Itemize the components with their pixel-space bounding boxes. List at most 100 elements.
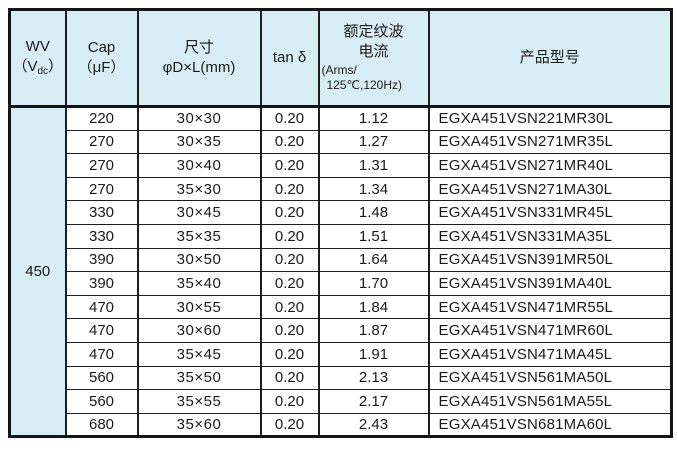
header-wv-paren-open: （V [12, 58, 38, 76]
cell-size: 35×60 [136, 412, 262, 438]
cell-model: EGXA451VSN681MA60L [427, 412, 673, 438]
cell-size: 30×40 [136, 153, 262, 178]
cell-model: EGXA451VSN471MA45L [427, 341, 673, 367]
cell-cap: 270 [64, 153, 139, 178]
cell-ripple: 1.27 [317, 129, 430, 155]
cell-size: 30×50 [136, 247, 262, 273]
cell-model: EGXA451VSN391MA40L [427, 271, 673, 296]
column-header-tand: tan δ [259, 9, 320, 108]
cell-cap: 270 [64, 176, 139, 202]
cell-cap: 270 [64, 129, 139, 155]
cell-ripple: 1.84 [317, 294, 430, 320]
table-row: 680 35×60 0.20 2.43 EGXA451VSN681MA60L [10, 412, 673, 438]
cell-tand: 0.20 [259, 247, 320, 273]
table-row: 560 35×50 0.20 2.13 EGXA451VSN561MA50L [10, 365, 673, 391]
cell-tand: 0.20 [259, 318, 320, 343]
table-row: 330 35×35 0.20 1.51 EGXA451VSN331MA35L [10, 223, 673, 249]
header-ripple-line2: 电流 [358, 43, 389, 61]
cell-size: 30×60 [136, 318, 262, 343]
table-row: 470 30×55 0.20 1.84 EGXA451VSN471MR55L [10, 294, 673, 320]
cell-model: EGXA451VSN331MA35L [427, 223, 673, 249]
cell-ripple: 1.64 [317, 247, 430, 273]
cell-wv-value: 450 [8, 105, 67, 438]
cell-tand: 0.20 [259, 153, 320, 178]
header-size-line2: φD×L(mm) [162, 59, 236, 76]
table-row: 270 35×30 0.20 1.34 EGXA451VSN271MA30L [10, 176, 673, 202]
cell-size: 30×35 [136, 129, 262, 155]
cell-ripple: 2.17 [317, 389, 430, 414]
column-header-cap: Cap （μF） [64, 9, 139, 108]
cell-cap: 470 [64, 294, 139, 320]
cell-size: 35×30 [136, 176, 262, 202]
cell-model: EGXA451VSN561MA55L [427, 389, 673, 414]
cell-ripple: 1.51 [317, 223, 430, 249]
cell-ripple: 1.87 [317, 318, 430, 343]
header-ripple-line1: 额定纹波 [343, 23, 404, 41]
cell-tand: 0.20 [259, 294, 320, 320]
cell-ripple: 2.13 [317, 365, 430, 391]
cell-model: EGXA451VSN471MR60L [427, 318, 673, 343]
cell-tand: 0.20 [259, 389, 320, 414]
cell-size: 35×45 [136, 341, 262, 367]
cell-model: EGXA451VSN471MR55L [427, 294, 673, 320]
cell-model: EGXA451VSN271MR40L [427, 153, 673, 178]
cell-model: EGXA451VSN221MR30L [427, 106, 673, 131]
cell-cap: 330 [64, 223, 139, 249]
column-header-size: 尺寸 φD×L(mm) [136, 9, 262, 108]
header-size-line1: 尺寸 [183, 38, 214, 56]
table-header: WV （Vdc） Cap （μF） 尺寸 φD×L(mm) tan δ 额定纹波… [8, 9, 673, 108]
cell-size: 30×45 [136, 200, 262, 225]
cell-model: EGXA451VSN271MR35L [427, 129, 673, 155]
header-ripple-line3: (Arms/ [321, 62, 357, 77]
table-row: 390 35×40 0.20 1.70 EGXA451VSN391MA40L [10, 271, 673, 296]
cell-size: 35×35 [136, 223, 262, 249]
table-row: 470 30×60 0.20 1.87 EGXA451VSN471MR60L [10, 318, 673, 343]
cell-cap: 390 [64, 271, 139, 296]
cell-ripple: 1.34 [317, 176, 430, 202]
cell-size: 35×55 [136, 389, 262, 414]
header-model-label: 产品型号 [519, 48, 580, 66]
header-cap-line2: （μF） [77, 59, 126, 76]
cell-ripple: 2.43 [317, 412, 430, 438]
header-wv-paren-close: ） [48, 58, 64, 76]
cell-tand: 0.20 [259, 176, 320, 202]
cell-tand: 0.20 [259, 106, 320, 131]
column-header-ripple: 额定纹波 电流 (Arms/ 125℃,120Hz) [317, 9, 430, 108]
header-tand-label: tan δ [272, 48, 307, 66]
cell-size: 35×40 [136, 271, 262, 296]
cell-model: EGXA451VSN561MA50L [427, 365, 673, 391]
capacitor-spec-table: WV （Vdc） Cap （μF） 尺寸 φD×L(mm) tan δ 额定纹波… [8, 8, 673, 439]
cell-tand: 0.20 [259, 365, 320, 391]
cell-ripple: 1.48 [317, 200, 430, 225]
cell-ripple: 1.12 [317, 106, 430, 131]
table-row: 450 220 30×30 0.20 1.12 EGXA451VSN221MR30L [8, 105, 673, 438]
cell-ripple: 1.91 [317, 341, 430, 367]
table-body: 450 220 30×30 0.20 1.12 EGXA451VSN221MR30L 270… [8, 105, 673, 438]
table-row: 330 30×45 0.20 1.48 EGXA451VSN331MR45L [10, 200, 673, 225]
cell-tand: 0.20 [259, 412, 320, 438]
cell-cap: 560 [64, 365, 139, 391]
cell-cap: 470 [64, 318, 139, 343]
table-row: 270 30×35 0.20 1.27 EGXA451VSN271MR35L [10, 129, 673, 155]
column-header-model: 产品型号 [427, 9, 673, 108]
cell-size: 30×55 [136, 294, 262, 320]
header-wv-line2: （Vdc） [11, 57, 65, 79]
cell-cap: 330 [64, 200, 139, 225]
cell-ripple: 1.70 [317, 271, 430, 296]
cell-cap: 220 [64, 106, 139, 131]
cell-model: EGXA451VSN331MR45L [427, 200, 673, 225]
table-row: 560 35×55 0.20 2.17 EGXA451VSN561MA55L [10, 389, 673, 414]
cell-tand: 0.20 [259, 200, 320, 225]
cell-model: EGXA451VSN271MA30L [427, 176, 673, 202]
cell-size: 30×30 [136, 106, 262, 131]
header-cap-line1: Cap [87, 38, 116, 56]
cell-size: 35×50 [136, 365, 262, 391]
cell-ripple: 1.31 [317, 153, 430, 178]
column-header-wv: WV （Vdc） [8, 9, 67, 108]
cell-cap: 560 [64, 389, 139, 414]
cell-tand: 0.20 [259, 129, 320, 155]
capacitor-spec-table-container: WV （Vdc） Cap （μF） 尺寸 φD×L(mm) tan δ 额定纹波… [8, 8, 673, 439]
cell-cap: 680 [64, 412, 139, 438]
header-wv-line1: WV [25, 38, 50, 56]
table-row: 270 30×40 0.20 1.31 EGXA451VSN271MR40L [10, 153, 673, 178]
